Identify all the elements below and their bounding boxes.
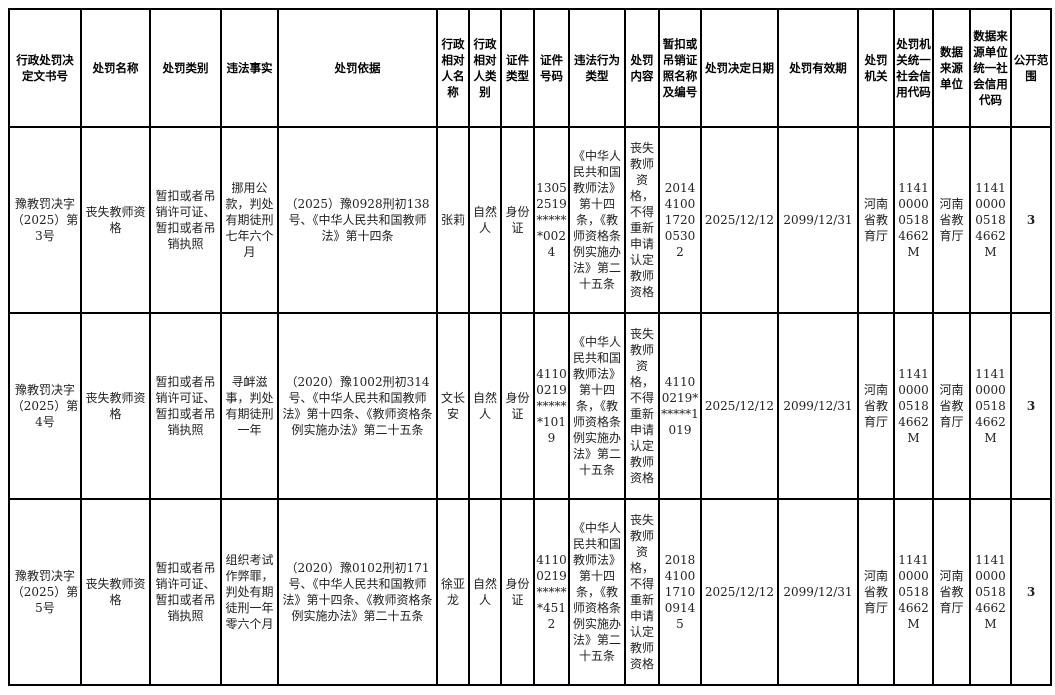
table-cell: 自然人 (468, 126, 502, 314)
table-cell: 河南省教育厅 (857, 498, 895, 686)
column-header: 证件号码 (533, 8, 570, 128)
table-cell: 41100219******1019 (658, 312, 702, 500)
table-cell: 1141000005184662M (893, 498, 934, 686)
table-cell: 河南省教育厅 (932, 312, 971, 500)
table-row: 豫教罚决字（2025）第4号 丧失教师资格 暂扣或者吊销许可证、暂扣或者吊销执照 寻衅… (8, 312, 1052, 500)
table-cell: 3 (1010, 498, 1052, 686)
column-header: 公开范围 (1010, 8, 1052, 128)
table-cell: 3 (1010, 312, 1052, 500)
table-cell: 自然人 (468, 312, 502, 500)
table-cell: 2099/12/31 (777, 126, 859, 314)
table-cell: 2099/12/31 (777, 498, 859, 686)
column-header: 违法事实 (220, 8, 279, 128)
table-cell: 1141000005184662M (969, 126, 1012, 314)
table-cell: 3 (1010, 126, 1052, 314)
column-header: 数据来源单位统一社会信用代码 (969, 8, 1012, 128)
table-cell: 13052519******0024 (533, 126, 570, 314)
column-header: 违法行为类型 (568, 8, 626, 128)
table-cell: 1141000005184662M (969, 498, 1012, 686)
table-cell: （2025）豫0928刑初138号、《中华人民共和国教师法》第十四条 (277, 126, 438, 314)
table-cell: 丧失教师资格，不得重新申请认定教师资格 (624, 498, 660, 686)
table-cell: 41100219******4512 (533, 498, 570, 686)
table-cell: 组织考试作弊罪，判处有期徒刑一年零六个月 (220, 498, 279, 686)
table-cell: 河南省教育厅 (932, 498, 971, 686)
table-cell: 河南省教育厅 (932, 126, 971, 314)
column-header: 暂扣或吊销证照名称及编号 (658, 8, 702, 128)
table-cell: 河南省教育厅 (857, 312, 895, 500)
table-cell: 身份证 (500, 312, 535, 500)
table-cell: 1141000005184662M (893, 312, 934, 500)
table-cell: 20144100172005302 (658, 126, 702, 314)
table-cell: 豫教罚决字（2025）第5号 (8, 498, 82, 686)
table-cell: 徐亚龙 (436, 498, 470, 686)
table-cell: 寻衅滋事，判处有期徒刑一年 (220, 312, 279, 500)
column-header: 处罚内容 (624, 8, 660, 128)
table-cell: 丧失教师资格 (80, 126, 151, 314)
table-cell: 丧失教师资格，不得重新申请认定教师资格 (624, 126, 660, 314)
table-cell: （2020）豫0102刑初171号、《中华人民共和国教师法》第十四条、《教师资格… (277, 498, 438, 686)
penalty-table: 行政处罚决定文书号 处罚名称 处罚类别 违法事实 处罚依据 行政相对人名称 行政相对人类别证… (8, 8, 1052, 686)
column-header: 处罚名称 (80, 8, 151, 128)
column-header: 证件类型 (500, 8, 535, 128)
table-cell: 《中华人民共和国教师法》第十四条，《教师资格条例实施办法》第二十五条 (568, 312, 626, 500)
column-header: 处罚依据 (277, 8, 438, 128)
table-row: 豫教罚决字（2025）第5号 丧失教师资格 暂扣或者吊销许可证、暂扣或者吊销执照 组织… (8, 498, 1052, 686)
table-cell: 41100219******1019 (533, 312, 570, 500)
table-cell: 1141000005184662M (893, 126, 934, 314)
table-cell: 张莉 (436, 126, 470, 314)
table-cell: 《中华人民共和国教师法》第十四条，《教师资格条例实施办法》第二十五条 (568, 498, 626, 686)
table-cell: 暂扣或者吊销许可证、暂扣或者吊销执照 (149, 126, 222, 314)
column-header: 数据来源单位 (932, 8, 971, 128)
table-cell: 2025/12/12 (700, 312, 779, 500)
table-cell: （2020）豫1002刑初314号、《中华人民共和国教师法》第十四条、《教师资格… (277, 312, 438, 500)
table-cell: 暂扣或者吊销许可证、暂扣或者吊销执照 (149, 498, 222, 686)
column-header: 处罚有效期 (777, 8, 859, 128)
table-cell: 豫教罚决字（2025）第4号 (8, 312, 82, 500)
column-header: 处罚决定日期 (700, 8, 779, 128)
column-header: 处罚机关统一社会信用代码 (893, 8, 934, 128)
table-cell: 自然人 (468, 498, 502, 686)
table-cell: 2025/12/12 (700, 498, 779, 686)
table-cell: 河南省教育厅 (857, 126, 895, 314)
column-header: 行政相对人类别 (468, 8, 502, 128)
table-cell: 身份证 (500, 126, 535, 314)
column-header: 处罚类别 (149, 8, 222, 128)
table-cell: 文长安 (436, 312, 470, 500)
table-cell: 挪用公款，判处有期徒刑七年六个月 (220, 126, 279, 314)
table-cell: 2025/12/12 (700, 126, 779, 314)
table-cell: 丧失教师资格，不得重新申请认定教师资格 (624, 312, 660, 500)
table-cell: 1141000005184662M (969, 312, 1012, 500)
table-cell: 暂扣或者吊销许可证、暂扣或者吊销执照 (149, 312, 222, 500)
table-row: 豫教罚决字（2025）第3号 丧失教师资格 暂扣或者吊销许可证、暂扣或者吊销执照 挪用… (8, 126, 1052, 314)
header-row: 行政处罚决定文书号 处罚名称 处罚类别 违法事实 处罚依据 行政相对人名称 行政相对人类别证… (8, 8, 1052, 128)
column-header: 行政相对人名称 (436, 8, 470, 128)
table-cell: 2099/12/31 (777, 312, 859, 500)
table-cell: 20184100171009145 (658, 498, 702, 686)
table-cell: 身份证 (500, 498, 535, 686)
table-cell: 丧失教师资格 (80, 312, 151, 500)
table-cell: 《中华人民共和国教师法》第十四条，《教师资格条例实施办法》第二十五条 (568, 126, 626, 314)
column-header: 处罚机关 (857, 8, 895, 128)
table-cell: 丧失教师资格 (80, 498, 151, 686)
column-header: 行政处罚决定文书号 (8, 8, 82, 128)
table-cell: 豫教罚决字（2025）第3号 (8, 126, 82, 314)
